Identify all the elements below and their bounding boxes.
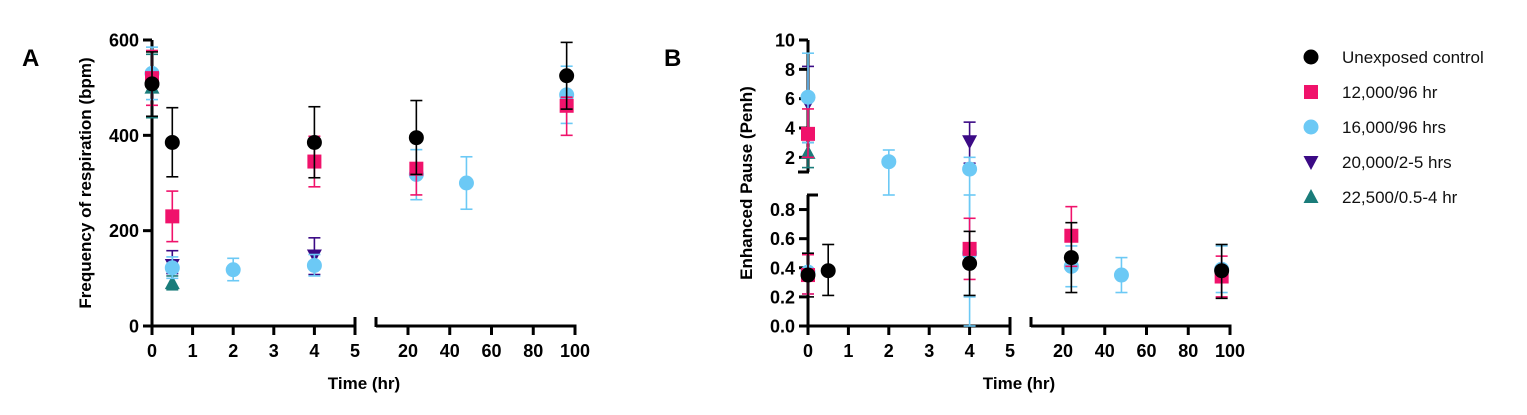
data-point: [962, 135, 978, 150]
x-tick-label: 20: [398, 341, 418, 361]
data-point: [820, 263, 836, 279]
panel-label: B: [664, 45, 681, 72]
series-1: [801, 108, 1229, 298]
y-tick-label: 2: [785, 148, 795, 168]
data-point: [801, 126, 815, 141]
legend-label: Unexposed control: [1342, 48, 1484, 67]
legend-marker: [1303, 189, 1319, 203]
y-tick-label: 0.2: [770, 287, 795, 307]
data-point: [164, 260, 180, 276]
legend-label: 22,500/0.5-4 hr: [1342, 188, 1458, 207]
x-tick-label: 20: [1053, 341, 1073, 361]
data-point: [165, 209, 180, 224]
x-tick-label: 100: [1215, 341, 1245, 361]
series-0: [800, 221, 1230, 300]
y-tick-label: 4: [785, 119, 795, 139]
y-tick-label: 400: [109, 126, 139, 146]
data-point: [881, 154, 897, 170]
x-tick-label: 2: [228, 341, 238, 361]
data-point: [800, 267, 816, 283]
y-tick-label: 8: [785, 60, 795, 80]
legend-marker: [1304, 85, 1318, 99]
panel-b: [798, 38, 1232, 335]
x-tick-label: 100: [560, 341, 590, 361]
legend-marker: [1303, 156, 1319, 170]
x-tick-label: 3: [924, 341, 934, 361]
series-2: [800, 52, 1230, 327]
x-axis-label: Time (hr): [983, 374, 1055, 393]
data-point: [1063, 250, 1079, 266]
legend-marker: [1303, 49, 1319, 65]
x-tick-label: 4: [965, 341, 975, 361]
legend-label: 20,000/2-5 hrs: [1342, 153, 1452, 172]
data-point: [306, 257, 322, 273]
series-1: [145, 49, 574, 243]
data-point: [1113, 267, 1129, 283]
x-tick-label: 60: [1136, 341, 1156, 361]
legend: Unexposed control 12,000/96 hr 16,000/96 h…: [1303, 48, 1484, 207]
legend-label: 16,000/96 hrs: [1342, 118, 1446, 137]
data-point: [225, 262, 241, 278]
x-tick-label: 0: [147, 341, 157, 361]
x-tick-label: 40: [1095, 341, 1115, 361]
series-0: [144, 41, 575, 179]
data-point: [559, 68, 575, 84]
series-3: [800, 65, 978, 164]
legend-marker: [1303, 119, 1319, 135]
data-point: [962, 255, 978, 271]
y-tick-label: 200: [109, 221, 139, 241]
y-tick-label: 0.6: [770, 229, 795, 249]
legend-label: 12,000/96 hr: [1342, 83, 1438, 102]
y-tick-label: 6: [785, 89, 795, 109]
y-axis-label: Frequency of respiration (bpm): [76, 57, 95, 308]
panel-a: [143, 38, 577, 335]
x-tick-label: 1: [188, 341, 198, 361]
x-tick-label: 3: [269, 341, 279, 361]
x-tick-label: 5: [350, 341, 360, 361]
data-point: [164, 275, 180, 290]
x-tick-label: 1: [843, 341, 853, 361]
y-tick-label: 600: [109, 31, 139, 51]
x-tick-label: 40: [440, 341, 460, 361]
x-tick-label: 5: [1005, 341, 1015, 361]
y-tick-label: 0: [129, 317, 139, 337]
series-2: [144, 46, 575, 282]
data-point: [1214, 263, 1230, 279]
x-axis-label: Time (hr): [328, 374, 400, 393]
data-point: [458, 175, 474, 191]
data-point: [408, 130, 424, 146]
x-tick-label: 4: [309, 341, 319, 361]
y-tick-label: 0.0: [770, 317, 795, 337]
data-point: [164, 134, 180, 150]
data-point: [306, 134, 322, 150]
y-axis-label: Enhanced Pause (Penh): [737, 86, 756, 280]
data-point: [800, 89, 816, 105]
x-tick-label: 0: [803, 341, 813, 361]
series-3: [164, 237, 322, 276]
y-tick-label: 10: [775, 31, 795, 51]
x-tick-label: 80: [523, 341, 543, 361]
x-tick-label: 2: [884, 341, 894, 361]
y-tick-label: 0.4: [770, 258, 795, 278]
y-tick-label: 0.8: [770, 200, 795, 220]
x-tick-label: 60: [481, 341, 501, 361]
panel-label: A: [22, 45, 39, 72]
data-point: [144, 76, 160, 92]
x-tick-label: 80: [1178, 341, 1198, 361]
data-point: [962, 161, 978, 177]
